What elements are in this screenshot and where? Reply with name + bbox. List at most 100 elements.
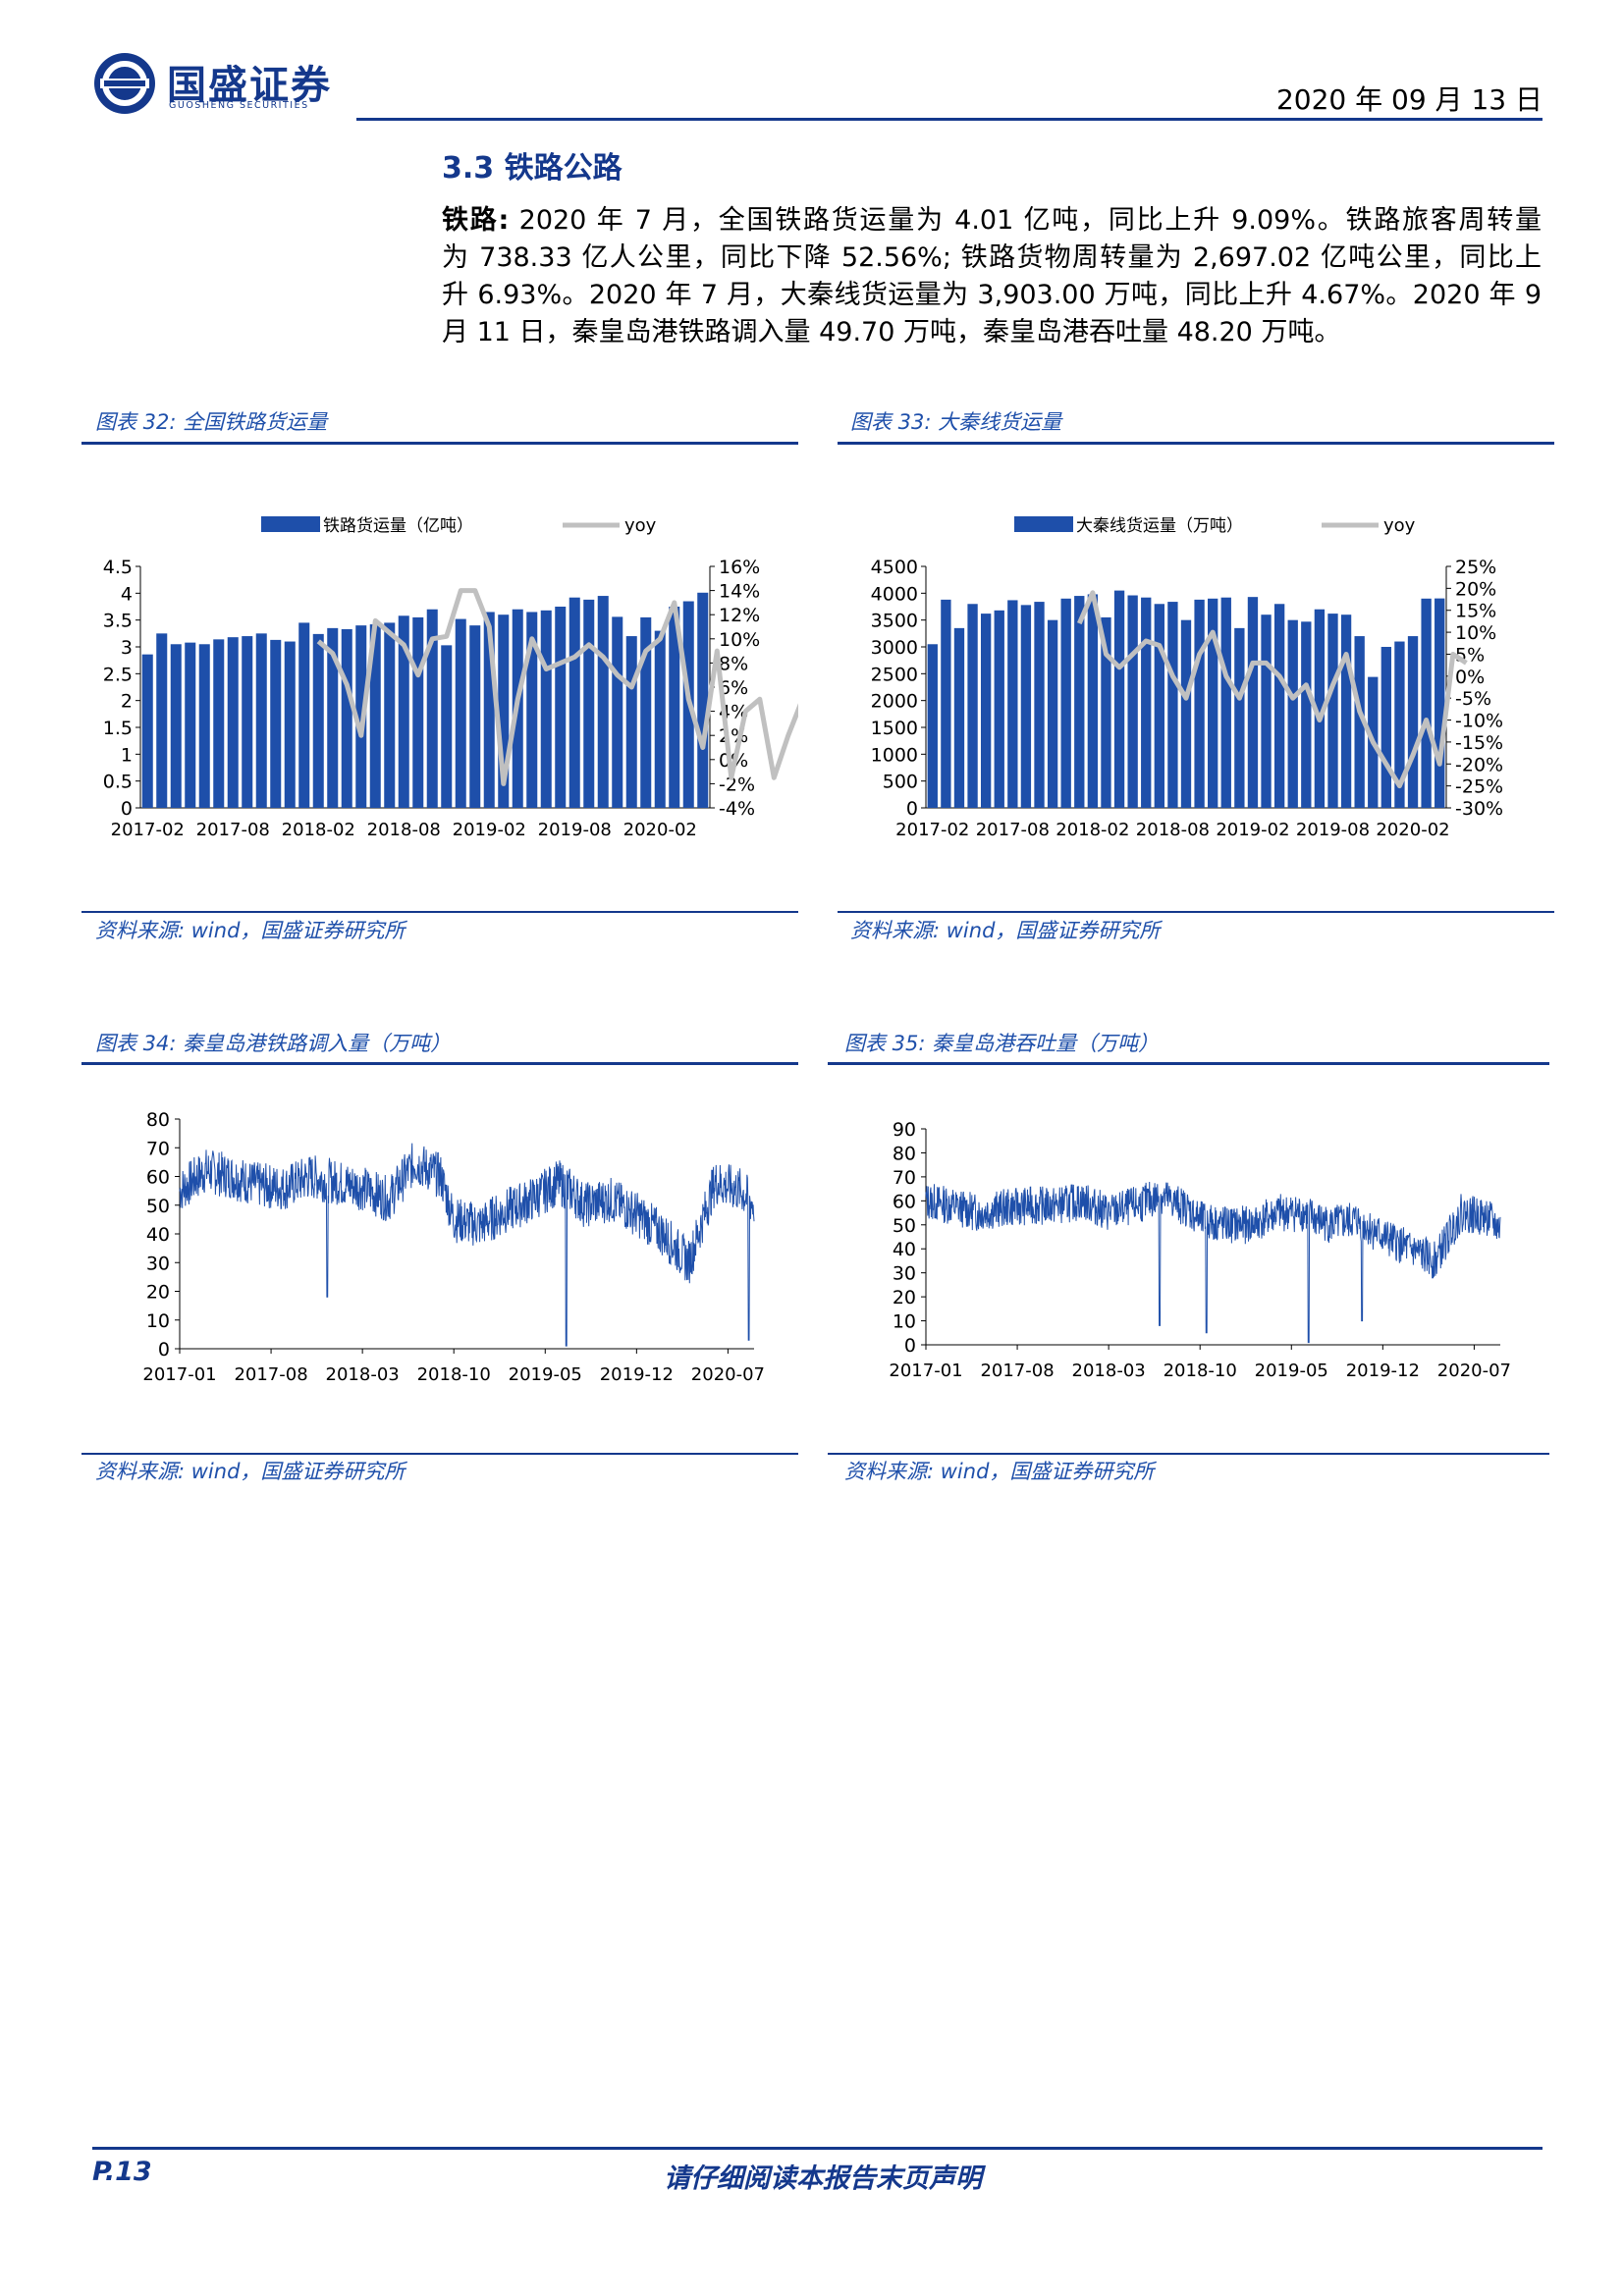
y-tick-label: 70 bbox=[893, 1167, 916, 1189]
y-tick-label: 2 bbox=[121, 691, 133, 713]
bar bbox=[483, 612, 495, 808]
bar bbox=[1127, 595, 1138, 808]
figure-caption: 图表 33: 大秦线货运量 bbox=[850, 410, 1062, 434]
bar bbox=[412, 616, 424, 808]
bar bbox=[369, 624, 381, 808]
y2-tick-label: 15% bbox=[1455, 601, 1496, 622]
y2-tick-label: 16% bbox=[719, 557, 760, 578]
y-tick-label: 0 bbox=[121, 798, 133, 820]
report-date: 2020 年 09 月 13 日 bbox=[1275, 83, 1543, 116]
footer-rule bbox=[92, 2147, 1543, 2150]
header-rule bbox=[356, 118, 1543, 121]
y-tick-label: 3 bbox=[121, 637, 133, 659]
bar bbox=[341, 628, 352, 808]
x-tick-label: 2019-05 bbox=[1255, 1361, 1328, 1381]
bar bbox=[1047, 619, 1058, 808]
y2-tick-label: -30% bbox=[1455, 798, 1503, 820]
bar bbox=[1327, 614, 1338, 808]
bar bbox=[327, 627, 339, 808]
bar bbox=[1113, 590, 1125, 808]
paragraph-line: 月 11 日，秦皇岛港铁路调入量 49.70 万吨，秦皇岛港吞吐量 48.20 … bbox=[442, 317, 1341, 347]
y2-tick-label: 5% bbox=[1455, 644, 1485, 666]
bar bbox=[980, 614, 992, 808]
y2-tick-label: 8% bbox=[719, 653, 748, 674]
section-title: 3.3 铁路公路 bbox=[442, 151, 623, 186]
y-tick-label: 1.5 bbox=[103, 718, 133, 739]
bar bbox=[669, 607, 680, 808]
bar bbox=[1208, 598, 1218, 808]
bar bbox=[1261, 614, 1272, 808]
y-tick-label: 80 bbox=[146, 1109, 170, 1131]
bar bbox=[640, 616, 652, 808]
y2-tick-label: -10% bbox=[1455, 711, 1503, 732]
bar bbox=[697, 592, 709, 808]
x-tick-label: 2018-10 bbox=[1164, 1361, 1237, 1381]
x-tick-label: 2018-08 bbox=[367, 820, 441, 840]
y-tick-label: 70 bbox=[146, 1138, 170, 1159]
x-tick-label: 2019-12 bbox=[1346, 1361, 1420, 1381]
bar bbox=[612, 616, 623, 808]
y-tick-label: 10 bbox=[893, 1311, 916, 1333]
y-tick-label: 90 bbox=[893, 1119, 916, 1141]
chart-qhd-rail-inflow: 0 10 20 30 40 50 60 70 80 2017-01 2017-08 2018-03 20… bbox=[142, 1109, 765, 1385]
bar bbox=[1287, 619, 1298, 808]
y-tick-label: 2500 bbox=[871, 664, 918, 685]
y-tick-label: 500 bbox=[883, 772, 918, 793]
page-number: P.13 bbox=[92, 2157, 152, 2187]
x-tick-label: 2019-05 bbox=[509, 1364, 582, 1385]
source-rule bbox=[828, 1453, 1549, 1455]
series-line bbox=[925, 1181, 1501, 1344]
bar bbox=[1101, 616, 1111, 808]
y-tick-label: 10 bbox=[146, 1310, 170, 1332]
y2-tick-label: 10% bbox=[1455, 622, 1496, 644]
bar bbox=[426, 609, 438, 808]
x-tick-label: 2017-08 bbox=[196, 820, 270, 840]
bar bbox=[1194, 599, 1205, 808]
figure-caption: 图表 32: 全国铁路货运量 bbox=[95, 410, 328, 434]
y2-tick-label: 14% bbox=[719, 581, 760, 603]
bar bbox=[455, 618, 466, 808]
legend-label: 铁路货运量（亿吨） bbox=[323, 516, 473, 536]
source-rule bbox=[838, 911, 1554, 913]
y2-tick-label: -2% bbox=[719, 774, 755, 795]
x-tick-label: 2017-02 bbox=[111, 820, 185, 840]
bar bbox=[1314, 609, 1326, 808]
y2-tick-label: 6% bbox=[719, 677, 748, 699]
figure-source: 资料来源: wind，国盛证券研究所 bbox=[844, 1460, 1155, 1483]
bar bbox=[170, 644, 182, 808]
x-tick-label: 2020-02 bbox=[1376, 820, 1449, 840]
bar bbox=[1220, 597, 1231, 808]
x-tick-label: 2017-08 bbox=[976, 820, 1050, 840]
y-tick-label: 0 bbox=[904, 1335, 916, 1357]
source-rule bbox=[81, 1453, 798, 1455]
y-tick-label: 4.5 bbox=[103, 557, 133, 578]
y-tick-label: 80 bbox=[893, 1143, 916, 1164]
y2-tick-label: -25% bbox=[1455, 776, 1503, 798]
bar bbox=[967, 604, 978, 808]
x-tick-label: 2019-08 bbox=[1296, 820, 1370, 840]
bar bbox=[1074, 596, 1085, 808]
bar bbox=[1141, 597, 1152, 808]
logo-mark bbox=[92, 51, 157, 116]
y2-tick-label: 0% bbox=[1455, 667, 1485, 688]
y-tick-label: 60 bbox=[893, 1191, 916, 1212]
bar bbox=[1380, 647, 1392, 808]
bar bbox=[1060, 598, 1071, 808]
bar bbox=[398, 615, 409, 808]
yoy-line bbox=[316, 588, 798, 786]
y-tick-label: 1 bbox=[121, 744, 133, 766]
legend-label: yoy bbox=[624, 515, 657, 536]
bar bbox=[941, 599, 951, 808]
y2-tick-label: 25% bbox=[1455, 557, 1496, 578]
y-tick-label: 3.5 bbox=[103, 611, 133, 632]
bar bbox=[568, 597, 580, 808]
y-tick-label: 30 bbox=[146, 1253, 170, 1274]
x-tick-label: 2020-07 bbox=[1437, 1361, 1511, 1381]
x-tick-label: 2018-02 bbox=[1056, 820, 1129, 840]
y-tick-label: 20 bbox=[146, 1282, 170, 1304]
y2-tick-label: -5% bbox=[1455, 688, 1491, 710]
bar bbox=[384, 622, 396, 808]
bar bbox=[1087, 594, 1099, 808]
y-tick-label: 40 bbox=[146, 1224, 170, 1246]
bar bbox=[441, 645, 453, 808]
